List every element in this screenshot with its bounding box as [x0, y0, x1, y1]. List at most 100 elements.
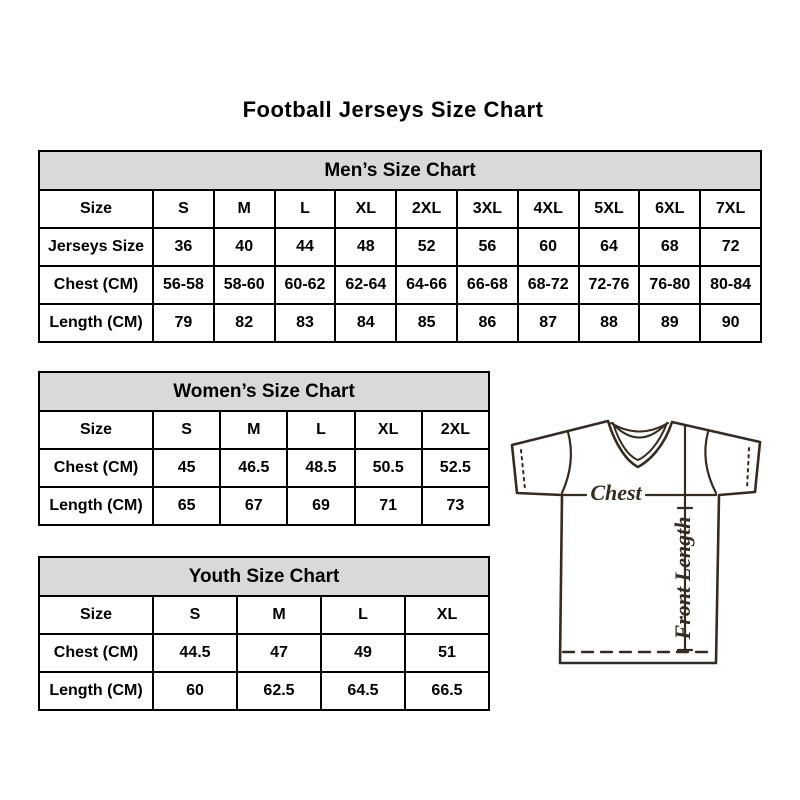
value-cell: 44.5: [152, 633, 238, 673]
row-header-cell: Length (CM): [38, 671, 154, 711]
value-cell: 50.5: [353, 448, 423, 488]
front-length-measure-label: Front Length: [670, 517, 695, 641]
value-cell: 64: [577, 227, 641, 267]
value-cell: L: [286, 410, 356, 450]
value-cell: 4XL: [516, 189, 580, 229]
collar-inner-v: [612, 422, 668, 461]
collar-back-arc-2: [613, 424, 666, 439]
jersey-measurement-diagram: Chest Front Length: [510, 419, 762, 665]
value-cell: 6XL: [638, 189, 702, 229]
right-armhole-seam: [704, 430, 718, 495]
row-header-cell: Size: [38, 410, 154, 450]
value-cell: 44: [273, 227, 337, 267]
row-header-cell: Jerseys Size: [38, 227, 154, 267]
value-cell: 65: [151, 486, 222, 526]
value-cell: 48: [334, 227, 398, 267]
value-cell: 2XL: [420, 410, 491, 450]
table-row: Length (CM) 65 67 69 71 73: [38, 486, 491, 526]
value-cell: 88: [577, 303, 641, 343]
value-cell: 56: [455, 227, 519, 267]
value-cell: 89: [638, 303, 702, 343]
value-cell: M: [219, 410, 289, 450]
value-cell: 68-72: [516, 265, 580, 305]
mens-size-chart: Men’s Size Chart Size S M L XL 2XL 3XL 4XL 5XL 6X…: [38, 150, 762, 343]
value-cell: 62.5: [236, 671, 322, 711]
value-cell: S: [152, 189, 215, 229]
value-cell: 3XL: [455, 189, 519, 229]
value-cell: 79: [152, 303, 215, 343]
table-row: Size S M L XL 2XL 3XL 4XL 5XL 6XL 7XL: [38, 189, 762, 229]
value-cell: 90: [699, 303, 762, 343]
value-cell: 47: [236, 633, 322, 673]
value-cell: L: [273, 189, 337, 229]
value-cell: 51: [404, 633, 490, 673]
value-cell: 5XL: [577, 189, 641, 229]
value-cell: 82: [212, 303, 276, 343]
left-armhole-seam: [560, 430, 573, 495]
table-row: Chest (CM) 44.5 47 49 51: [38, 633, 490, 673]
value-cell: 85: [395, 303, 458, 343]
value-cell: 64.5: [320, 671, 406, 711]
value-cell: 80-84: [699, 265, 762, 305]
left-cuff-stitch-line: [520, 449, 526, 490]
value-cell: 2XL: [395, 189, 458, 229]
value-cell: 58-60: [212, 265, 276, 305]
row-header-cell: Length (CM): [38, 486, 154, 526]
value-cell: M: [236, 595, 322, 635]
value-cell: 73: [420, 486, 491, 526]
value-cell: 64-66: [395, 265, 458, 305]
value-cell: 86: [455, 303, 519, 343]
value-cell: 60: [152, 671, 238, 711]
value-cell: 68: [638, 227, 702, 267]
table-row: Length (CM) 60 62.5 64.5 66.5: [38, 671, 490, 711]
value-cell: 40: [212, 227, 276, 267]
table-row: Jerseys Size 36 40 44 48 52 56 60 64 68 72: [38, 227, 762, 267]
womens-size-chart-title: Women’s Size Chart: [38, 371, 490, 410]
value-cell: 62-64: [334, 265, 398, 305]
value-cell: S: [152, 595, 238, 635]
table-row: Size S M L XL 2XL: [38, 410, 491, 450]
row-header-cell: Chest (CM): [38, 265, 154, 305]
value-cell: 49: [320, 633, 406, 673]
value-cell: 36: [152, 227, 215, 267]
value-cell: 60: [516, 227, 580, 267]
value-cell: 87: [516, 303, 580, 343]
row-header-cell: Size: [38, 189, 154, 229]
value-cell: 56-58: [152, 265, 215, 305]
womens-size-chart: Women’s Size Chart Size S M L XL 2XL Chest (CM…: [38, 371, 491, 526]
youth-size-table: Size S M L XL Chest (CM) 44.5 47 49 51 Length (CM)…: [38, 595, 490, 711]
value-cell: 72-76: [577, 265, 641, 305]
mens-size-chart-title: Men’s Size Chart: [38, 150, 762, 189]
value-cell: 72: [699, 227, 762, 267]
value-cell: XL: [404, 595, 490, 635]
row-header-cell: Chest (CM): [38, 448, 154, 488]
row-header-cell: Length (CM): [38, 303, 154, 343]
value-cell: 69: [286, 486, 356, 526]
value-cell: 71: [353, 486, 423, 526]
jersey-outline: [510, 419, 762, 665]
value-cell: 67: [219, 486, 289, 526]
youth-size-chart: Youth Size Chart Size S M L XL Chest (CM) 44.5…: [38, 556, 490, 711]
value-cell: XL: [334, 189, 398, 229]
row-header-cell: Size: [38, 595, 154, 635]
row-header-cell: Chest (CM): [38, 633, 154, 673]
value-cell: XL: [353, 410, 423, 450]
value-cell: 52.5: [420, 448, 491, 488]
mens-size-table: Size S M L XL 2XL 3XL 4XL 5XL 6XL 7XL Jerseys Size 3…: [38, 189, 762, 343]
value-cell: 84: [334, 303, 398, 343]
table-row: Chest (CM) 56-58 58-60 60-62 62-64 64-66 66-68…: [38, 265, 762, 305]
youth-size-chart-title: Youth Size Chart: [38, 556, 490, 595]
value-cell: 60-62: [273, 265, 337, 305]
value-cell: L: [320, 595, 406, 635]
value-cell: M: [212, 189, 276, 229]
value-cell: 48.5: [286, 448, 356, 488]
value-cell: 83: [273, 303, 337, 343]
value-cell: 52: [395, 227, 458, 267]
table-row: Chest (CM) 45 46.5 48.5 50.5 52.5: [38, 448, 491, 488]
chest-measure-label: Chest: [590, 480, 642, 505]
page-title: Football Jerseys Size Chart: [242, 97, 544, 122]
value-cell: 7XL: [699, 189, 762, 229]
value-cell: 46.5: [219, 448, 289, 488]
value-cell: 66.5: [404, 671, 490, 711]
table-row: Size S M L XL: [38, 595, 490, 635]
